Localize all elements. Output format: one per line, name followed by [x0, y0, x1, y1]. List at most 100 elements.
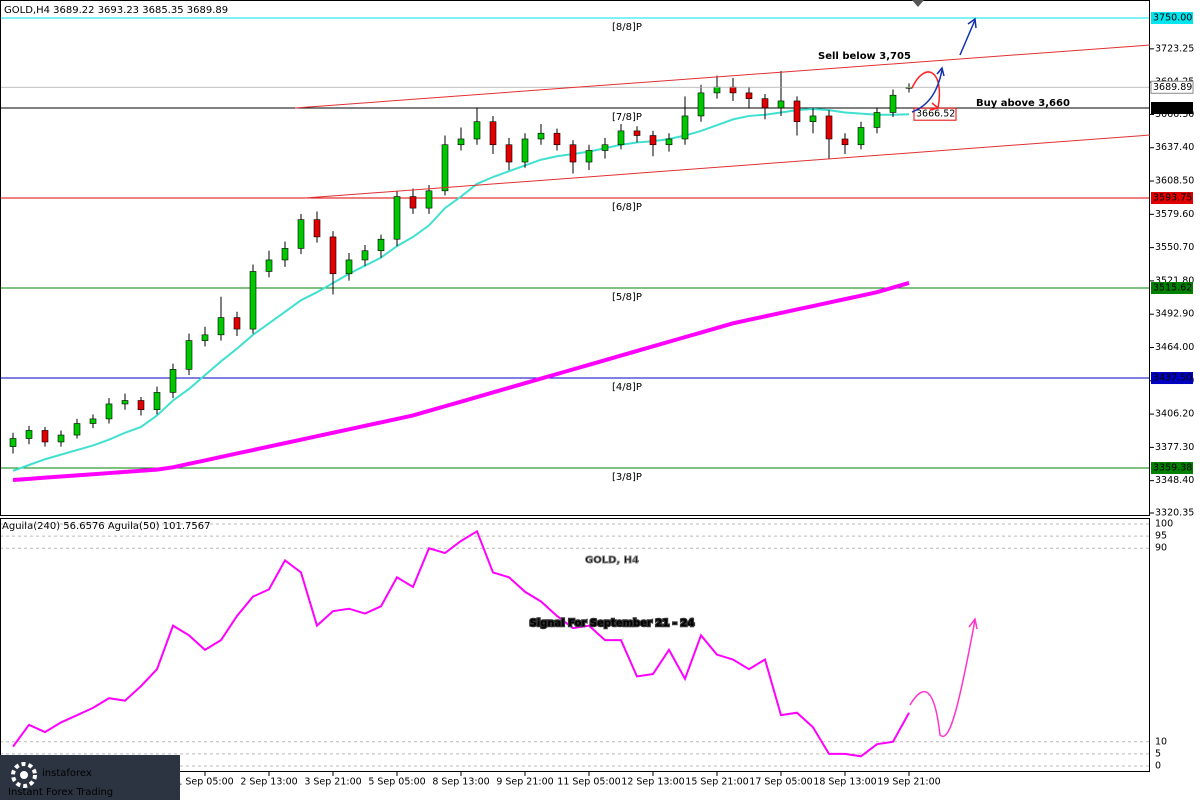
candle-body — [761, 98, 769, 109]
candle-body — [777, 100, 785, 109]
level-label-box — [1151, 372, 1193, 385]
x-tick-label: 2 Sep 13:00 — [240, 777, 297, 788]
candle-body — [505, 144, 513, 163]
chart-header: GOLD,H4 3689.22 3693.23 3685.35 3689.89 — [4, 5, 228, 16]
y-tick-label: 100 — [1155, 519, 1173, 530]
high: 3693.23 — [98, 5, 139, 16]
watermark-title: GOLD, H4 — [585, 555, 639, 566]
candle-body — [809, 115, 817, 122]
brand-name: instaforex — [42, 768, 92, 779]
candle-body — [521, 138, 529, 163]
moving-average — [12, 281, 910, 482]
signal-title: Signal For September 21 - 24 — [530, 618, 695, 629]
candle-body — [361, 250, 369, 261]
arrow-head — [968, 617, 978, 630]
x-tick-label: 3 Sep 21:00 — [304, 777, 361, 788]
y-tick-label: 0 — [1155, 760, 1161, 771]
candle-body — [329, 236, 337, 275]
candle-body — [249, 271, 257, 330]
candle-body — [281, 248, 289, 261]
candle-body — [9, 438, 17, 447]
brand-tagline: Instant Forex Trading — [8, 787, 113, 798]
indicator-name: Aguila(240) — [2, 521, 60, 532]
low: 3685.35 — [142, 5, 183, 16]
candle-body — [745, 92, 753, 99]
arrow-head — [967, 17, 977, 29]
forecast-up-curve — [911, 69, 943, 113]
candle-body — [201, 334, 209, 341]
candle-body — [441, 144, 449, 192]
x-tick-label: 8 Sep 13:00 — [432, 777, 489, 788]
candle-body — [793, 100, 801, 122]
y-tick-label: 3608.50 — [1155, 176, 1194, 187]
candle-body — [25, 430, 33, 439]
x-tick-label: 9 Sep 21:00 — [496, 777, 553, 788]
forecast-up-arrow — [959, 19, 976, 56]
candle-body — [473, 121, 481, 140]
candle-body — [537, 132, 545, 140]
candle-body — [601, 144, 609, 151]
candle-body — [185, 340, 193, 370]
candle-body — [825, 115, 833, 140]
candle-body — [313, 219, 321, 238]
brand-logo-center — [20, 771, 28, 779]
level-label: 3359.38 — [1153, 463, 1192, 474]
y-tick-label: 3550.70 — [1155, 242, 1194, 253]
y-tick-label: 3320.35 — [1155, 507, 1194, 518]
y-tick-label: 3521.80 — [1155, 275, 1194, 286]
candle-body — [57, 434, 65, 443]
level-name: [5/8]P — [612, 292, 642, 303]
candle-body — [649, 135, 657, 146]
x-tick-label: 12 Sep 13:00 — [621, 777, 684, 788]
level-label: 3515.62 — [1153, 283, 1192, 294]
candle-body — [569, 144, 577, 163]
level-label-box — [1151, 102, 1193, 115]
candle-body — [457, 138, 465, 146]
arrow-head — [936, 66, 945, 77]
candle-body — [409, 196, 417, 209]
y-tick-label: 95 — [1155, 531, 1167, 542]
price-label: 3689.89 — [1153, 82, 1192, 93]
x-tick-label: 1 Sep 05:00 — [176, 777, 233, 788]
candle-body — [633, 130, 641, 136]
y-tick-label: 3464.00 — [1155, 342, 1194, 353]
oscillator-line — [12, 529, 910, 758]
candle-body — [729, 86, 737, 94]
candle-body — [121, 400, 129, 405]
y-tick-label: 10 — [1155, 736, 1167, 747]
x-tick-label: 17 Sep 05:00 — [749, 777, 812, 788]
level-name: [3/8]P — [612, 472, 642, 483]
channel-lower — [304, 134, 1151, 199]
candle-body — [153, 392, 161, 411]
candle-body — [41, 430, 49, 443]
candle-body — [345, 259, 353, 275]
y-tick-label: 3492.90 — [1155, 309, 1194, 320]
level-name: [4/8]P — [612, 382, 642, 393]
y-tick-label: 90 — [1155, 543, 1167, 554]
y-tick-label: 3348.40 — [1155, 475, 1194, 486]
indicator-header: Aguila(240) 56.6576 Aguila(50) 101.7567 — [2, 521, 211, 532]
candle-body — [377, 238, 385, 252]
y-tick-label: 3377.30 — [1155, 442, 1194, 453]
x-tick-label: 15 Sep 21:00 — [685, 777, 748, 788]
candle-body — [713, 86, 721, 94]
candle-body — [665, 138, 673, 146]
indicator-value: 56.6576 — [63, 521, 104, 532]
brand-box — [0, 755, 180, 800]
ma-label: 3666.52 — [916, 109, 955, 120]
y-tick-label: 3723.25 — [1155, 43, 1194, 54]
candle-body — [841, 138, 849, 146]
open: 3689.22 — [53, 5, 94, 16]
level-label: 3437.50 — [1153, 373, 1192, 384]
candle-body — [169, 369, 177, 393]
level-label-box — [1151, 462, 1193, 475]
candle-body — [617, 130, 625, 146]
x-tick-label: 11 Sep 05:00 — [557, 777, 620, 788]
candle-body — [697, 92, 705, 117]
candle-body — [681, 115, 689, 140]
candle-body — [873, 112, 881, 128]
level-label-box — [1151, 12, 1193, 25]
level-label: 3750.00 — [1153, 13, 1192, 24]
level-label: 3671.88 — [1153, 103, 1192, 114]
